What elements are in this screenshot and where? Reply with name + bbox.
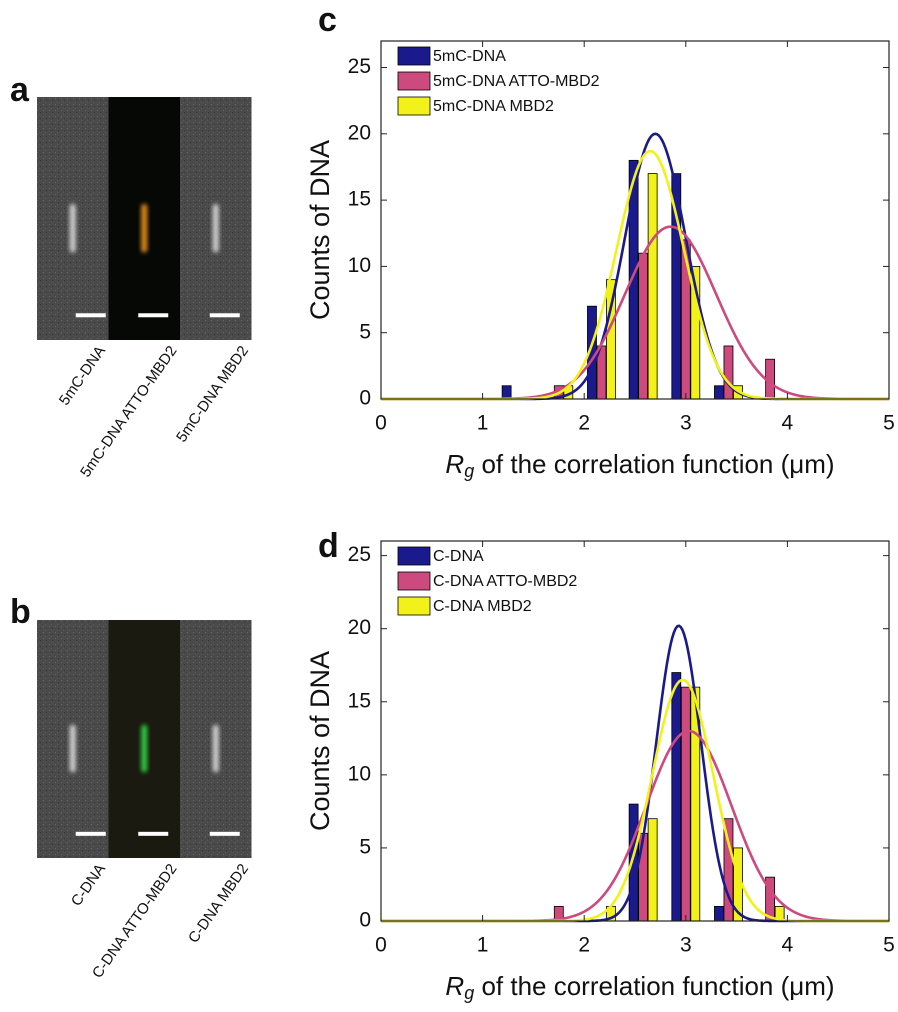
y-axis-label: Counts of DNA (305, 140, 335, 320)
x-tick-label: 5 (883, 934, 895, 957)
y-tick-label: 20 (348, 616, 371, 639)
x-tick-label: 2 (578, 412, 590, 435)
image-label: C-DNA (68, 861, 109, 910)
axes-box (380, 40, 890, 400)
legend-label: 5mC-DNA (433, 48, 506, 65)
legend-label: C-DNA ATTO-MBD2 (433, 573, 577, 590)
panel-letter: b (10, 593, 31, 631)
legend-swatch (397, 46, 431, 66)
legend-swatch (397, 571, 431, 591)
axis-text: of the correlation function (μm) (474, 449, 834, 479)
dna-streak (212, 724, 219, 773)
x-tick-label: 1 (477, 934, 489, 957)
axes-box (380, 540, 890, 922)
x-tick-label: 0 (375, 412, 387, 435)
x-axis-label: Rg of the correlation function (μm) (445, 971, 834, 1003)
y-axis-label: Counts of DNA (305, 651, 335, 831)
bar (723, 345, 734, 400)
axis-subscript: g (464, 983, 474, 1003)
x-tick-label: 0 (375, 934, 387, 957)
bar (680, 239, 691, 400)
scale-bar (138, 313, 169, 318)
y-tick-label: 0 (359, 387, 371, 410)
panel-letter: a (10, 71, 30, 109)
y-tick-label: 15 (348, 689, 371, 712)
dna-streak (141, 203, 148, 253)
y-tick-label: 5 (359, 835, 371, 858)
y-tick-label: 10 (348, 762, 371, 785)
dna-streak (141, 724, 148, 773)
legend-label: 5mC-DNA MBD2 (433, 98, 554, 115)
x-tick-label: 4 (782, 412, 794, 435)
bar (647, 818, 658, 922)
bar (647, 173, 658, 400)
y-tick-label: 10 (348, 254, 371, 277)
bar (638, 252, 649, 400)
x-tick-label: 5 (883, 412, 895, 435)
axis-symbol: R (445, 971, 464, 1001)
legend-swatch (397, 596, 431, 616)
image-label: 5mC-DNA (56, 343, 109, 409)
bar (714, 905, 724, 922)
x-tick-label: 2 (578, 934, 590, 957)
y-tick-label: 25 (348, 543, 371, 566)
scale-bar (75, 831, 106, 836)
dna-streak (212, 203, 219, 253)
y-tick-label: 0 (359, 909, 371, 932)
x-tick-label: 3 (680, 412, 692, 435)
axis-symbol: R (445, 449, 464, 479)
legend-label: C-DNA MBD2 (433, 598, 532, 615)
bar (680, 686, 691, 922)
legend-swatch (397, 71, 431, 91)
scale-bar (209, 313, 240, 318)
y-tick-label: 25 (348, 55, 371, 78)
panel-letter: c (318, 1, 337, 39)
image-label: C-DNA MBD2 (185, 861, 252, 947)
bar (501, 385, 512, 400)
bar (714, 385, 724, 400)
bar (638, 832, 649, 922)
scale-bar (75, 313, 106, 318)
scale-bar (138, 831, 169, 836)
legend-label: 5mC-DNA ATTO-MBD2 (433, 73, 600, 90)
legend-swatch (397, 546, 431, 566)
legend-label: C-DNA (433, 548, 484, 565)
legend-swatch (397, 96, 431, 116)
dna-streak (69, 203, 76, 253)
scale-bar (209, 831, 240, 836)
x-axis-label: Rg of the correlation function (μm) (445, 449, 834, 481)
axis-subscript: g (464, 461, 474, 481)
panel-letter: d (318, 527, 339, 565)
x-tick-label: 3 (680, 934, 692, 957)
image-label: 5mC-DNA MBD2 (173, 343, 252, 446)
x-tick-label: 4 (782, 934, 794, 957)
y-tick-label: 20 (348, 121, 371, 144)
dna-streak (69, 724, 76, 773)
axis-text: of the correlation function (μm) (474, 971, 834, 1001)
bar (671, 672, 682, 922)
y-tick-label: 5 (359, 320, 371, 343)
y-tick-label: 15 (348, 188, 371, 211)
x-tick-label: 1 (477, 412, 489, 435)
